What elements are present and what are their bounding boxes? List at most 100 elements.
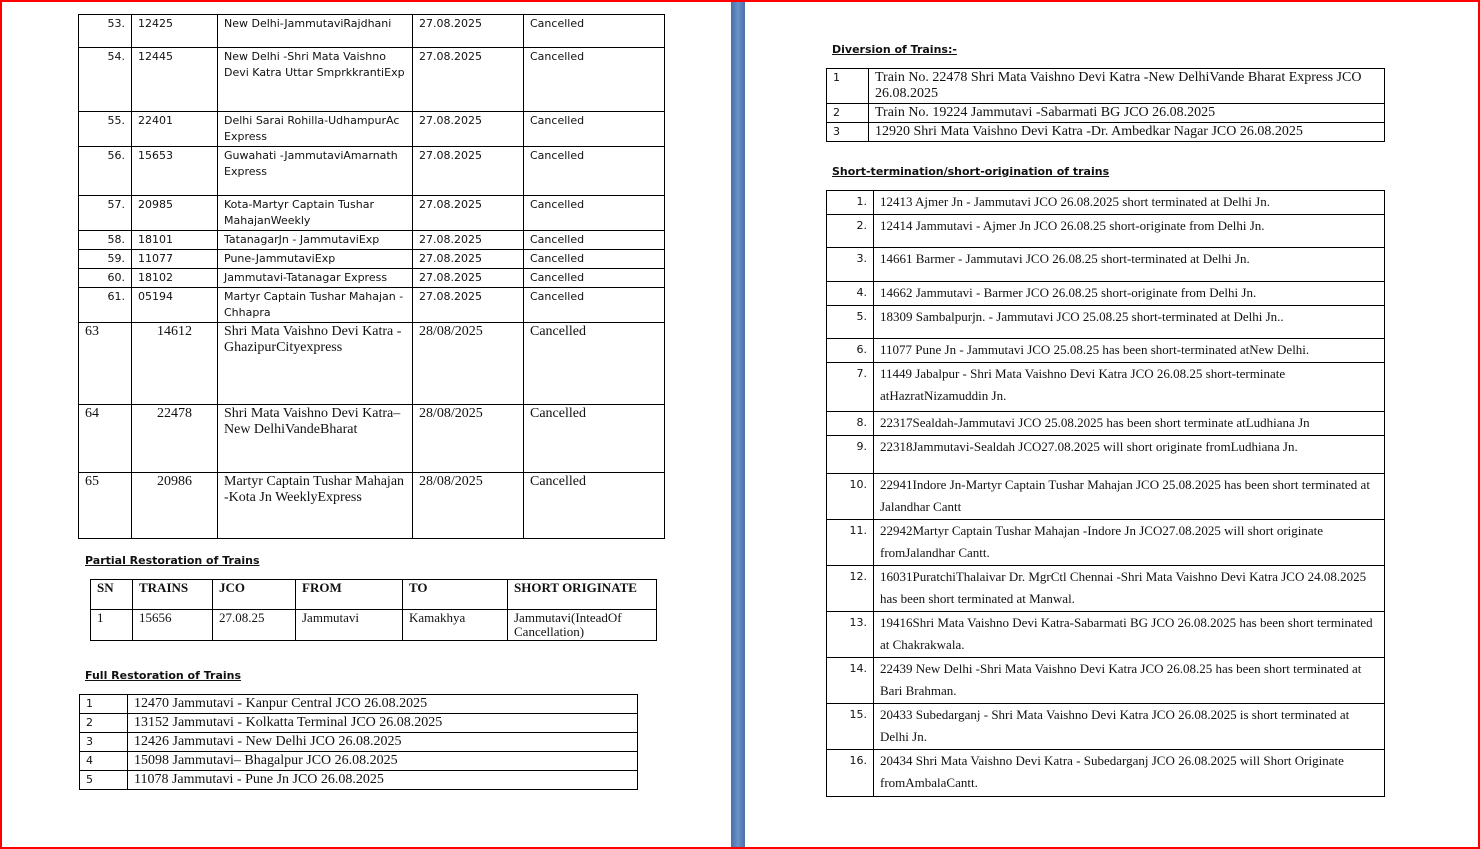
row-number: 2 [79,713,128,733]
cell-sn: 64 [78,404,132,473]
table-row: 61. 05194 Martyr Captain Tushar Mahajan - … [78,287,665,323]
cell-status: Cancelled [523,249,665,269]
table-row: 12. 16031PuratchiThalaivar Dr. MgrCtl Che… [826,565,1385,612]
cell-train: 14612 [131,322,218,405]
table-row: 10. 22941Indore Jn-Martyr Captain Tushar … [826,473,1385,520]
table-row: 11. 22942Martyr Captain Tushar Mahajan -I… [826,519,1385,566]
cell-status: Cancelled [523,111,665,147]
short-termination-table: 1. 12413 Ajmer Jn - Jammutavi JCO 26.08.2… [826,190,1385,797]
row-number: 7. [826,362,874,412]
row-number: 1. [826,190,874,215]
row-number: 8. [826,411,874,436]
cell-sn: 55. [78,111,132,147]
cell-name: Kota-Martyr Captain Tushar MahajanWeekly [217,195,413,231]
table-cell: 27.08.25 [212,609,296,641]
row-number: 2 [826,103,869,123]
table-row: 2 13152 Jammutavi - Kolkatta Terminal JCO… [79,713,638,733]
table-row: 1. 12413 Ajmer Jn - Jammutavi JCO 26.08.2… [826,190,1385,215]
row-text: 15098 Jammutavi– Bhagalpur JCO 26.08.202… [127,751,638,771]
cell-sn: 57. [78,195,132,231]
cell-date: 28/08/2025 [412,322,524,405]
full-restoration-heading: Full Restoration of Trains [85,669,242,682]
header-short-originate: SHORT ORIGINATE [507,579,657,610]
table-row: 54. 12445 New Delhi -Shri Mata Vaishno Dev… [78,47,665,112]
cell-sn: 65 [78,472,132,539]
row-number: 15. [826,703,874,750]
table-cell: Kamakhya [402,609,508,641]
table-row: 9. 22318Jammutavi-Sealdah JCO27.08.2025 w… [826,435,1385,474]
row-number: 3 [79,732,128,752]
cell-sn: 53. [78,14,132,48]
row-text: 20433 Subedarganj - Shri Mata Vaishno De… [873,703,1385,750]
row-number: 3 [826,122,869,142]
row-text: 14662 Jammutavi - Barmer JCO 26.08.25 sh… [873,281,1385,306]
cell-name: New Delhi-JammutaviRajdhani [217,14,413,48]
row-text: 12413 Ajmer Jn - Jammutavi JCO 26.08.202… [873,190,1385,215]
header-jco: JCO [212,579,296,610]
cell-train: 20985 [131,195,218,231]
row-number: 4 [79,751,128,771]
header-sn: SN [90,579,133,610]
table-cell: 1 [90,609,133,641]
table-row: 58. 18101 TatanagarJn - JammutaviExp 27.08.… [78,230,665,250]
row-text: 11449 Jabalpur - Shri Mata Vaishno Devi … [873,362,1385,412]
table-row: 14. 22439 New Delhi -Shri Mata Vaishno De… [826,657,1385,704]
header-from: FROM [295,579,403,610]
cell-status: Cancelled [523,404,665,473]
cell-sn: 59. [78,249,132,269]
row-text: 22942Martyr Captain Tushar Mahajan -Indo… [873,519,1385,566]
cell-train: 15653 [131,146,218,196]
cell-date: 27.08.2025 [412,230,524,250]
cell-status: Cancelled [523,322,665,405]
row-text: Train No. 19224 Jammutavi -Sabarmati BG … [868,103,1385,123]
row-text: 12920 Shri Mata Vaishno Devi Katra -Dr. … [868,122,1385,142]
cell-status: Cancelled [523,230,665,250]
cell-train: 12445 [131,47,218,112]
row-number: 5 [79,770,128,790]
full-restoration-table: 1 12470 Jammutavi - Kanpur Central JCO 26… [79,694,638,790]
row-text: 19416Shri Mata Vaishno Devi Katra-Sabarm… [873,611,1385,658]
table-row: 3 12426 Jammutavi - New Delhi JCO 26.08.2… [79,732,638,752]
table-row: 6. 11077 Pune Jn - Jammutavi JCO 25.08.25… [826,338,1385,363]
row-number: 4. [826,281,874,306]
table-row: 63 14612 Shri Mata Vaishno Devi Katra -Gha… [78,322,665,405]
row-number: 11. [826,519,874,566]
cell-sn: 61. [78,287,132,323]
row-text: 12426 Jammutavi - New Delhi JCO 26.08.20… [127,732,638,752]
table-row: 13. 19416Shri Mata Vaishno Devi Katra-Sab… [826,611,1385,658]
cell-train: 20986 [131,472,218,539]
row-number: 13. [826,611,874,658]
table-row: 16. 20434 Shri Mata Vaishno Devi Katra - … [826,749,1385,797]
row-text: 22941Indore Jn-Martyr Captain Tushar Mah… [873,473,1385,520]
table-row: 15. 20433 Subedarganj - Shri Mata Vaishno… [826,703,1385,750]
row-number: 10. [826,473,874,520]
row-text: 12414 Jammutavi - Ajmer Jn JCO 26.08.25 … [873,214,1385,248]
table-row: 1 Train No. 22478 Shri Mata Vaishno Devi … [826,68,1385,104]
cell-status: Cancelled [523,14,665,48]
cell-name: Jammutavi-Tatanagar Express [217,268,413,288]
cell-train: 12425 [131,14,218,48]
cell-name: New Delhi -Shri Mata Vaishno Devi Katra … [217,47,413,112]
header-to: TO [402,579,508,610]
row-text: 22317Sealdah-Jammutavi JCO 25.08.2025 ha… [873,411,1385,436]
row-number: 2. [826,214,874,248]
page-separator [731,2,745,847]
cell-sn: 63 [78,322,132,405]
cell-train: 22478 [131,404,218,473]
table-row: 2 Train No. 19224 Jammutavi -Sabarmati BG… [826,103,1385,123]
table-row: 53. 12425 New Delhi-JammutaviRajdhani 27.08… [78,14,665,48]
cell-sn: 54. [78,47,132,112]
row-text: 13152 Jammutavi - Kolkatta Terminal JCO … [127,713,638,733]
table-row: 4. 14662 Jammutavi - Barmer JCO 26.08.25 … [826,281,1385,306]
table-row: 5 11078 Jammutavi - Pune Jn JCO 26.08.202… [79,770,638,790]
table-row: 57. 20985 Kota-Martyr Captain Tushar Mahaj… [78,195,665,231]
cell-status: Cancelled [523,472,665,539]
cell-date: 27.08.2025 [412,287,524,323]
table-cell: 15656 [132,609,213,641]
row-text: 11078 Jammutavi - Pune Jn JCO 26.08.2025 [127,770,638,790]
cell-date: 28/08/2025 [412,472,524,539]
row-text: 18309 Sambalpurjn. - Jammutavi JCO 25.08… [873,305,1385,339]
table-row: 64 22478 Shri Mata Vaishno Devi Katra–New … [78,404,665,473]
row-number: 9. [826,435,874,474]
